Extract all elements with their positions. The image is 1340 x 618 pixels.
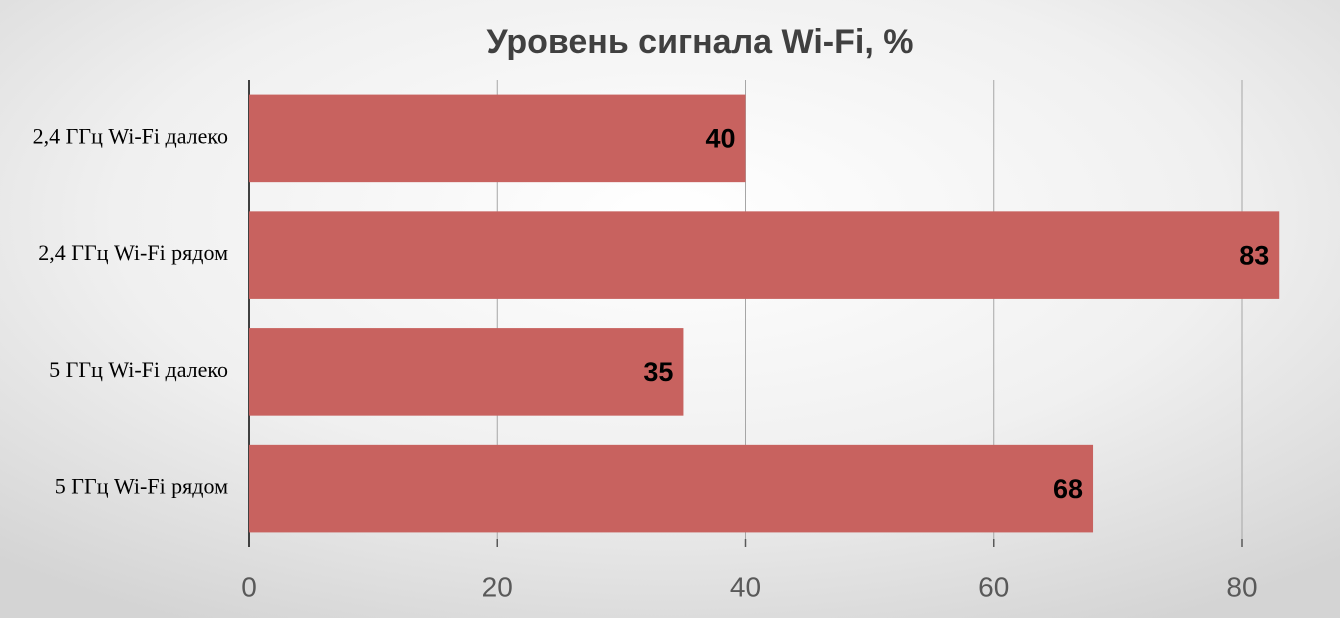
data-label: 35	[643, 357, 673, 387]
bars	[249, 94, 1280, 533]
chart-title: Уровень сигнала Wi-Fi, %	[487, 23, 914, 61]
y-tick-label: 5 ГГц Wi-Fi рядом	[55, 474, 228, 499]
data-label: 68	[1053, 474, 1083, 504]
y-tick-label: 5 ГГц Wi-Fi далеко	[49, 357, 228, 382]
x-tick-label: 0	[241, 571, 257, 602]
data-label: 83	[1239, 240, 1269, 270]
x-tick-label: 40	[730, 571, 761, 602]
x-tick-label: 80	[1226, 571, 1257, 602]
x-tick-label: 20	[482, 571, 513, 602]
bar	[249, 328, 684, 416]
y-tick-label: 2,4 ГГц Wi-Fi рядом	[38, 240, 228, 265]
bar	[249, 211, 1280, 299]
labels: 0 20 40 60 80 2,4 ГГц Wi-Fi далеко 40 2,4 ГГц W…	[33, 123, 1270, 602]
x-tick-label: 60	[978, 571, 1009, 602]
y-tick-label: 2,4 ГГц Wi-Fi далеко	[33, 123, 228, 148]
bar	[249, 444, 1094, 533]
data-label: 40	[705, 124, 735, 154]
bar	[249, 94, 746, 183]
